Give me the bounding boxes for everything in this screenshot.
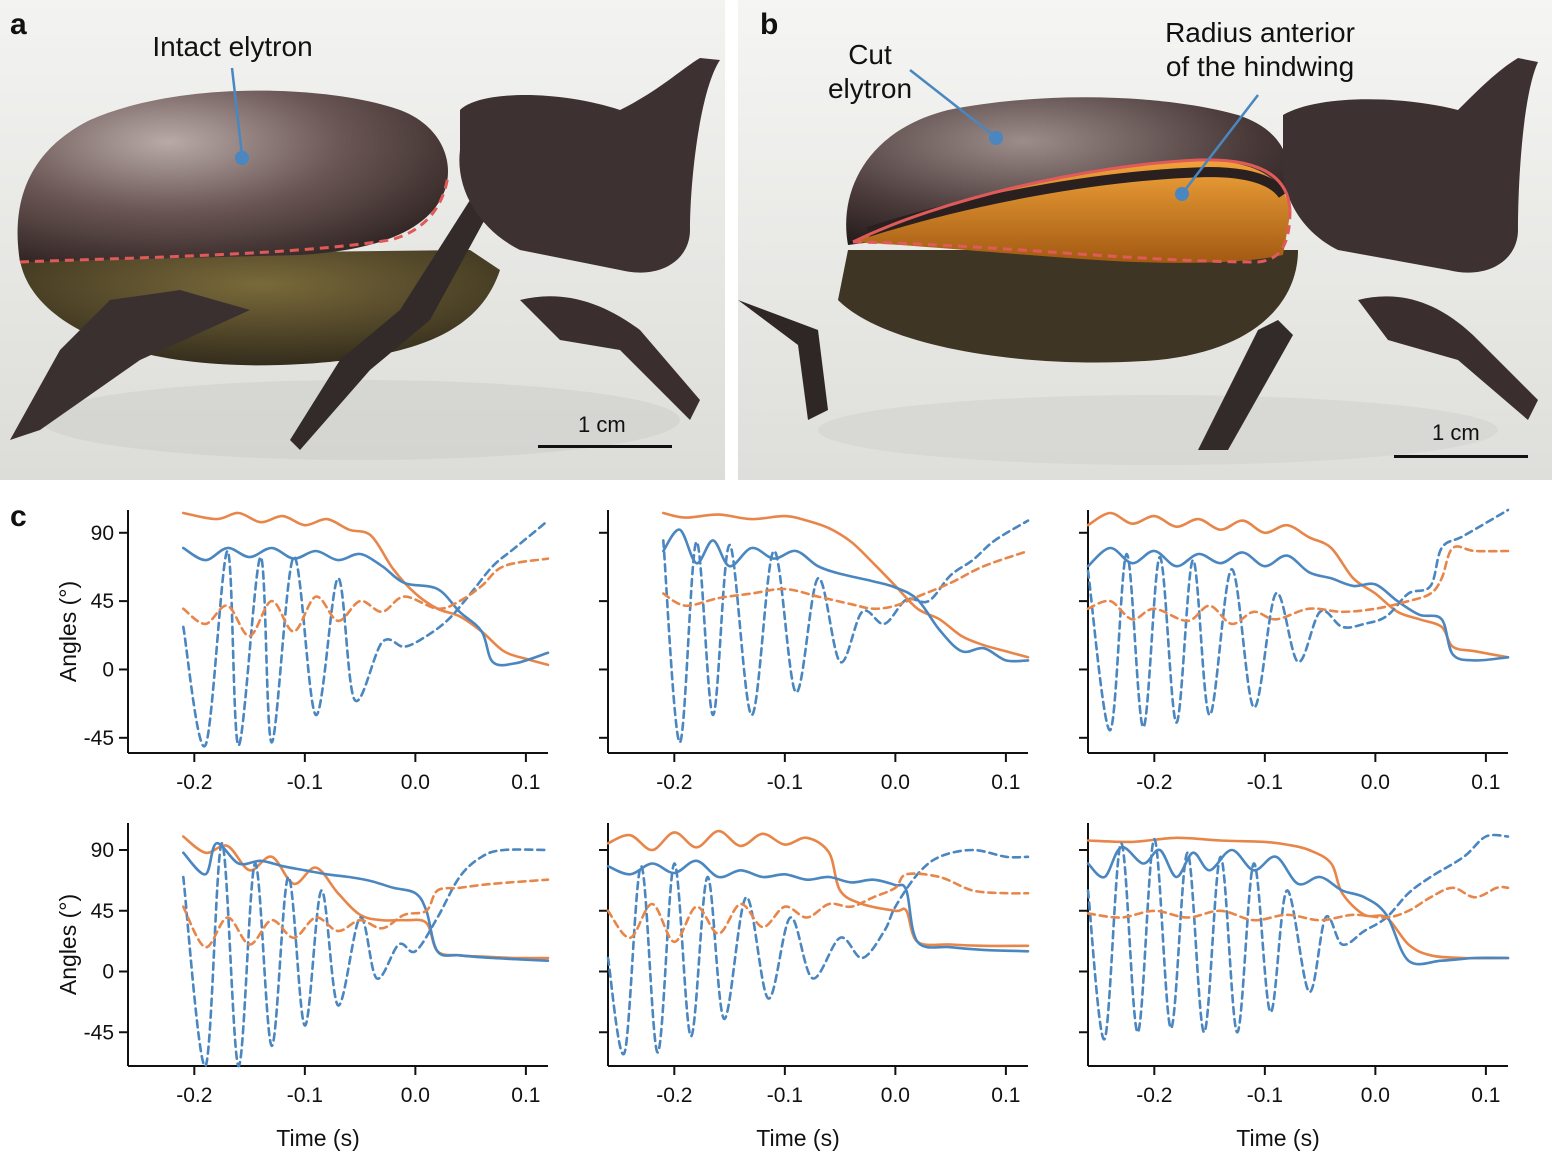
x-tick-label: -0.1 <box>1247 1084 1283 1107</box>
y-tick-label: 0 <box>102 658 114 681</box>
chart-bottom-left: 90 45 0 -45 -0.2 -0.1 0.0 0.1 Angles (°) Time (s) <box>55 818 550 1151</box>
x-tick-label: 0.0 <box>401 1084 430 1107</box>
callout-dot-cut <box>989 131 1003 145</box>
x-tick-label: 0.0 <box>401 771 430 794</box>
x-axis-label: Time (s) <box>276 1125 359 1151</box>
x-tick-label: -0.2 <box>176 1084 212 1107</box>
y-axis-label: Angles (°) <box>55 894 81 995</box>
annotation-radius-anterior: Radius anterior of the hindwing <box>1130 16 1390 84</box>
y-tick-label: 0 <box>102 961 114 984</box>
y-tick-label: -45 <box>84 1021 114 1044</box>
y-tick-label: 45 <box>91 900 114 923</box>
series-orange-dashed <box>662 549 1030 611</box>
x-tick-label: -0.2 <box>656 1084 692 1107</box>
x-tick-label: 0.0 <box>881 1084 910 1107</box>
x-tick-label: 0.1 <box>511 771 540 794</box>
scale-bar-b <box>1394 455 1528 458</box>
callout-dot-a <box>235 151 249 165</box>
x-tick-label: 0.0 <box>1361 1084 1390 1107</box>
x-tick-label: 0.1 <box>511 1084 540 1107</box>
y-tick-label: 90 <box>91 839 114 862</box>
chart-svg-top-middle: -0.2 -0.1 0.0 0.1 <box>599 510 1030 794</box>
solid-outline-cut <box>852 158 1292 244</box>
series-orange-dashed <box>1086 545 1510 626</box>
x-tick-label: -0.1 <box>287 771 323 794</box>
photo-cut-elytron <box>738 0 1552 480</box>
panel-label-c: c <box>10 500 27 533</box>
scale-label-b: 1 cm <box>1432 420 1480 445</box>
annotation-intact-elytron: Intact elytron <box>152 31 313 62</box>
chart-top-middle: -0.2 -0.1 0.0 0.1 <box>540 505 1030 835</box>
photo-intact-elytron <box>0 0 725 480</box>
x-tick-label: -0.2 <box>656 771 692 794</box>
annotation-radius-line1: Radius anterior <box>1165 17 1355 48</box>
series-blue-dashed <box>1086 833 1510 1041</box>
x-tick-label: 0.1 <box>991 1084 1020 1107</box>
x-tick-label: -0.1 <box>767 771 803 794</box>
series-orange-solid <box>182 511 550 667</box>
chart-bottom-middle: -0.2 -0.1 0.0 0.1 Time (s) <box>540 818 1030 1151</box>
x-tick-label: -0.2 <box>1136 1084 1172 1107</box>
x-tick-label: 0.1 <box>1471 771 1500 794</box>
callout-dot-radius <box>1175 187 1189 201</box>
y-axis-label: Angles (°) <box>55 581 81 682</box>
x-tick-label: -0.1 <box>767 1084 803 1107</box>
series-orange-solid <box>182 835 550 960</box>
series-blue-dashed <box>1086 508 1510 732</box>
chart-bottom-right: -0.2 -0.1 0.0 0.1 Time (s) <box>1020 818 1510 1151</box>
series-blue-solid <box>606 859 1030 953</box>
x-axis-label: Time (s) <box>1236 1125 1319 1151</box>
y-tick-label: -45 <box>84 727 114 750</box>
x-tick-label: -0.2 <box>1136 771 1172 794</box>
x-tick-label: -0.1 <box>1247 771 1283 794</box>
x-tick-label: 0.1 <box>1471 1084 1500 1107</box>
beetle-photo-a <box>0 0 725 480</box>
series-blue-dashed <box>662 519 1030 744</box>
scale-bar-a <box>538 445 672 448</box>
y-tick-label: 45 <box>91 590 114 613</box>
dashed-outline-intact <box>19 174 450 264</box>
chart-top-right: -0.2 -0.1 0.0 0.1 <box>1020 505 1510 835</box>
chart-svg-bottom-left: 90 45 0 -45 -0.2 -0.1 0.0 0.1 Angles (°) Time (s) <box>55 823 550 1151</box>
series-orange-solid <box>1086 836 1510 960</box>
scale-label-a: 1 cm <box>578 412 626 437</box>
series-blue-solid <box>1086 546 1510 662</box>
series-orange-solid <box>662 511 1030 659</box>
series-orange-dashed <box>182 557 550 638</box>
panel-label-a: a <box>10 8 27 41</box>
chart-svg-top-left: 90 45 0 -45 -0.2 -0.1 0.0 0.1 Angles (°) <box>55 510 550 794</box>
series-blue-dashed <box>182 842 550 1068</box>
series-orange-dashed <box>1086 885 1510 922</box>
annotation-radius-line2: of the hindwing <box>1165 51 1355 82</box>
series-orange-solid <box>1086 511 1510 659</box>
x-tick-label: -0.2 <box>176 771 212 794</box>
series-orange-dashed <box>182 878 550 949</box>
annotation-cut-line1: Cut <box>848 39 892 70</box>
series-orange-dashed <box>606 872 1030 944</box>
chart-svg-top-right: -0.2 -0.1 0.0 0.1 <box>1079 508 1510 794</box>
x-tick-label: 0.0 <box>881 771 910 794</box>
x-axis-label: Time (s) <box>756 1125 839 1151</box>
series-blue-solid <box>662 528 1030 663</box>
annotation-cut-elytron: Cut elytron <box>815 38 925 106</box>
chart-svg-bottom-right: -0.2 -0.1 0.0 0.1 Time (s) <box>1079 823 1510 1151</box>
x-tick-label: -0.1 <box>287 1084 323 1107</box>
dashed-outline-cut <box>852 209 1292 264</box>
panel-label-b: b <box>760 8 779 41</box>
y-tick-label: 90 <box>91 522 114 545</box>
series-blue-solid <box>182 546 550 667</box>
series-blue-solid <box>182 842 550 962</box>
series-blue-solid <box>1086 845 1510 966</box>
series-blue-dashed <box>606 848 1030 1056</box>
chart-svg-bottom-middle: -0.2 -0.1 0.0 0.1 Time (s) <box>599 823 1030 1151</box>
x-tick-label: 0.1 <box>991 771 1020 794</box>
chart-top-left: 90 45 0 -45 -0.2 -0.1 0.0 0.1 Angles (°) <box>55 505 550 835</box>
beetle-photo-b <box>738 0 1552 480</box>
x-tick-label: 0.0 <box>1361 771 1390 794</box>
series-blue-dashed <box>182 519 550 748</box>
annotation-cut-line2: elytron <box>827 73 913 104</box>
